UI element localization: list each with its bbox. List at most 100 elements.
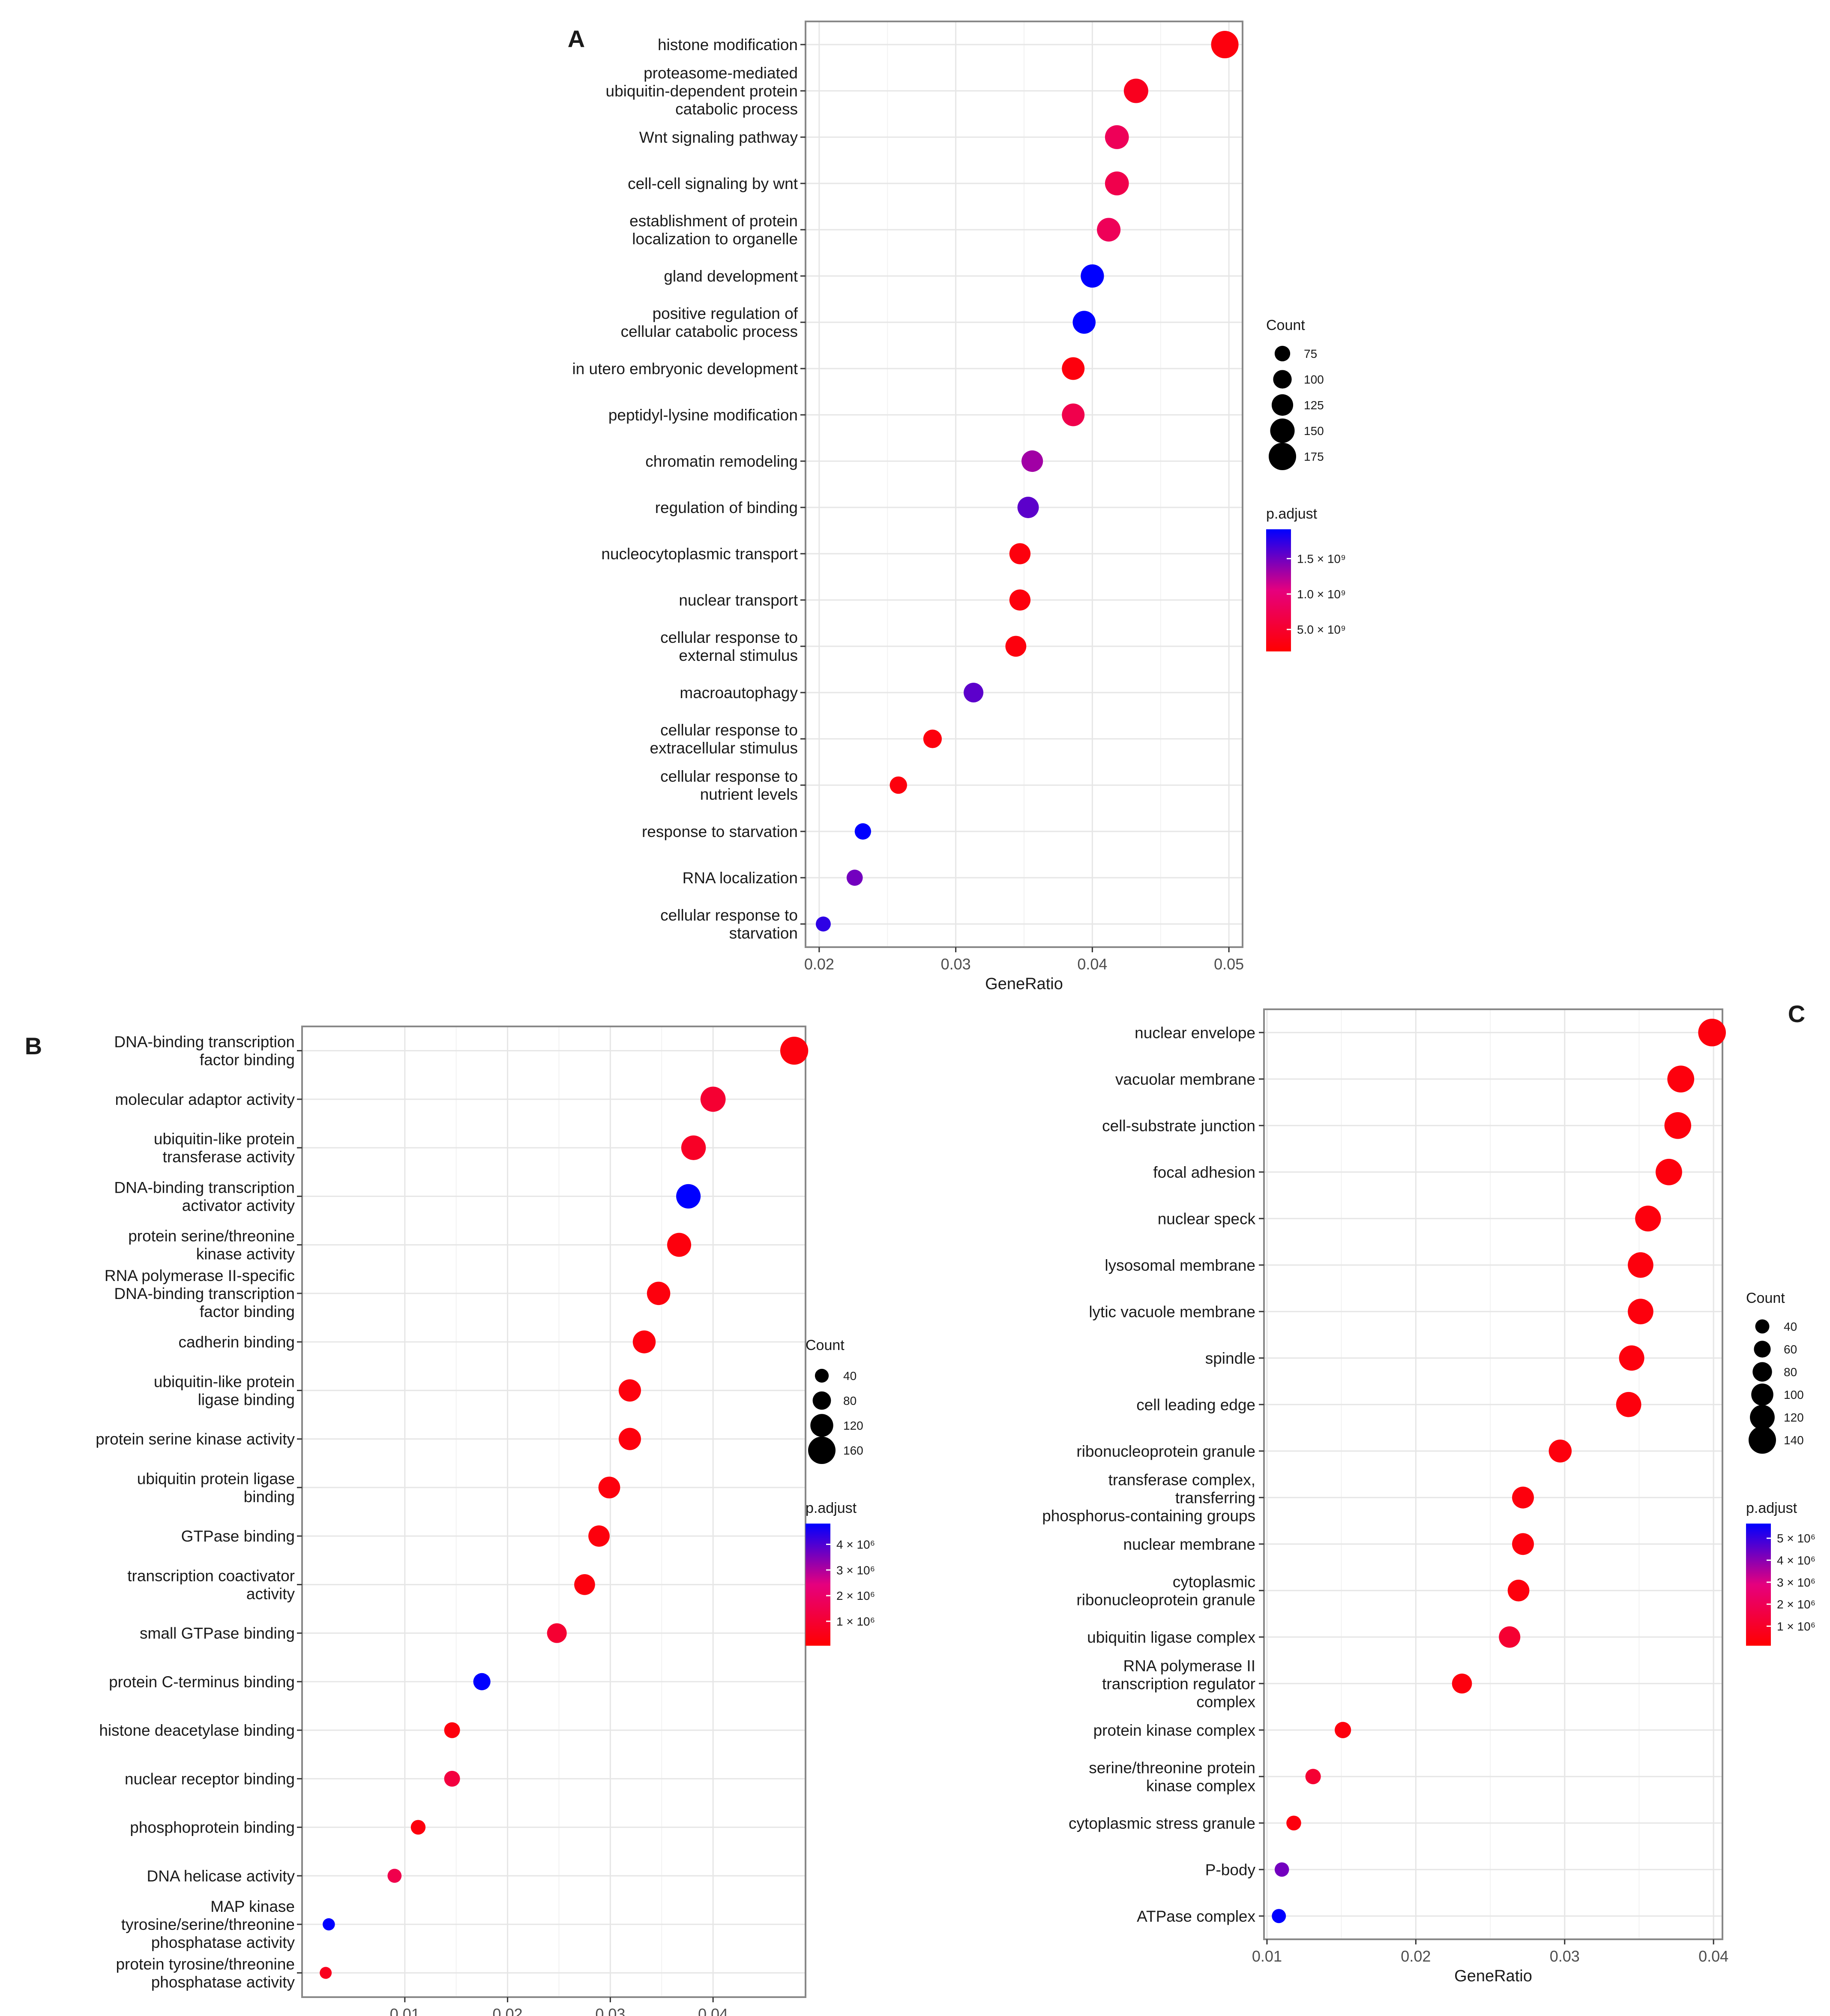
data-point (1628, 1299, 1653, 1325)
data-point (1211, 31, 1239, 58)
data-point (1009, 543, 1031, 564)
category-label: RNA polymerase II transcription regulator… (1102, 1657, 1255, 1710)
category-label: serine/threonine protein kinase complex (1089, 1759, 1255, 1794)
data-point (323, 1918, 335, 1931)
category-label: cellular response to extracellular stimul… (650, 721, 798, 757)
category-label: DNA-binding transcription activator activ… (114, 1179, 295, 1214)
data-point (1698, 1018, 1726, 1047)
count-legend-title: Count (806, 1337, 845, 1353)
panel-b-letter: B (25, 1032, 42, 1059)
data-point (1021, 450, 1043, 472)
category-label: cell-cell signaling by wnt (628, 175, 798, 192)
padj-legend-label: 1 × 10⁶ (836, 1615, 875, 1628)
padj-legend-label: 4 × 10⁶ (836, 1538, 875, 1551)
data-point (1081, 264, 1104, 288)
count-legend-label: 60 (1784, 1343, 1797, 1356)
data-point (890, 776, 907, 794)
count-legend-dot (1749, 1426, 1776, 1454)
data-point (1635, 1206, 1661, 1232)
category-label: protein tyrosine/threonine phosphatase ac… (116, 1955, 295, 1991)
category-label: establishment of protein localization to … (629, 212, 798, 248)
category-label: DNA helicase activity (147, 1867, 295, 1885)
category-label: histone deacetylase binding (99, 1722, 295, 1739)
category-label: small GTPase binding (140, 1625, 295, 1642)
data-point (1272, 1909, 1286, 1923)
category-label: in utero embryonic development (572, 360, 798, 378)
data-point (1499, 1626, 1521, 1648)
count-legend-label: 120 (1784, 1411, 1804, 1424)
plot-frame (301, 1026, 806, 1998)
category-label: nuclear membrane (1123, 1536, 1255, 1553)
padj-legend-label: 2 × 10⁶ (1777, 1598, 1815, 1611)
count-legend-label: 100 (1784, 1388, 1804, 1401)
padj-legend-label: 5 × 10⁶ (1777, 1532, 1815, 1545)
data-point (618, 1379, 641, 1402)
plot-frame (805, 21, 1243, 948)
category-label: cadherin binding (178, 1333, 295, 1351)
x-axis-title: GeneRatio (1454, 1967, 1532, 1985)
data-point (473, 1673, 491, 1690)
count-legend-label: 120 (843, 1419, 863, 1432)
data-point (1667, 1065, 1695, 1093)
category-label: RNA polymerase II-specific DNA-binding tr… (105, 1267, 295, 1320)
data-point (647, 1281, 671, 1305)
x-tick-label: 0.02 (493, 2005, 523, 2016)
data-point (1105, 125, 1129, 149)
count-legend-label: 80 (1784, 1365, 1797, 1379)
x-tick-label: 0.01 (1252, 1947, 1282, 1965)
category-label: ubiquitin protein ligase binding (137, 1470, 295, 1506)
data-point (444, 1770, 460, 1787)
padj-legend-label: 3 × 10⁶ (1777, 1576, 1815, 1589)
padj-colorbar (1746, 1524, 1771, 1646)
panel-a-dotplot: 0.02 0.03 0.04 0.05 GeneRatio histone modific… (572, 21, 1346, 993)
data-point (1548, 1440, 1572, 1463)
category-label: DNA-binding transcription factor binding (114, 1033, 295, 1069)
category-label: lytic vacuole membrane (1089, 1303, 1255, 1320)
x-tick-label: 0.01 (390, 2005, 420, 2016)
category-label: ribonucleoprotein granule (1076, 1443, 1255, 1460)
category-label: ubiquitin-like protein transferase activi… (154, 1130, 295, 1166)
category-label: cytoplasmic ribonucleoprotein granule (1076, 1573, 1255, 1608)
data-point (1072, 311, 1096, 334)
category-label: nuclear transport (679, 591, 798, 609)
count-legend-title: Count (1746, 1290, 1785, 1306)
data-point (923, 729, 942, 748)
data-point (1512, 1533, 1534, 1555)
category-label: peptidyl-lysine modification (608, 406, 798, 424)
x-tick-label: 0.04 (698, 2005, 728, 2016)
count-legend-dot (808, 1437, 836, 1464)
x-tick-label: 0.04 (1077, 955, 1107, 973)
data-point (444, 1722, 460, 1738)
category-label: vacuolar membrane (1115, 1071, 1255, 1088)
x-tick-label: 0.02 (1401, 1947, 1431, 1965)
data-point (320, 1967, 332, 1979)
category-label: MAP kinase tyrosine/serine/threonine phosp… (121, 1898, 295, 1951)
x-axis-title: GeneRatio (985, 975, 1063, 993)
data-point (547, 1623, 567, 1643)
data-point (854, 823, 871, 840)
data-point (964, 683, 984, 702)
category-label: gland development (664, 267, 798, 285)
panel-a-letter: A (568, 25, 585, 52)
data-point (1507, 1579, 1530, 1602)
category-label: positive regulation of cellular catabolic… (621, 305, 798, 340)
x-tick-label: 0.02 (804, 955, 834, 973)
count-legend-dot (1273, 370, 1292, 389)
category-label: molecular adaptor activity (115, 1091, 295, 1108)
category-label: nuclear receptor binding (125, 1770, 295, 1788)
data-point (1335, 1722, 1351, 1738)
x-tick-label: 0.03 (941, 955, 971, 973)
category-label: phosphoprotein binding (130, 1819, 295, 1836)
count-legend-label: 175 (1304, 450, 1324, 463)
data-point (1105, 171, 1129, 195)
category-label: histone modification (658, 36, 798, 54)
data-point (815, 916, 831, 932)
data-point (1616, 1392, 1641, 1417)
category-label: lysosomal membrane (1105, 1257, 1255, 1274)
data-point (1009, 589, 1031, 611)
category-label: cellular response to external stimulus (660, 629, 798, 664)
category-label: proteasome-mediated ubiquitin-dependent p… (606, 64, 798, 118)
x-tick-label: 0.04 (1698, 1947, 1728, 1965)
category-label: cellular response to starvation (660, 906, 798, 942)
data-point (1017, 497, 1039, 518)
